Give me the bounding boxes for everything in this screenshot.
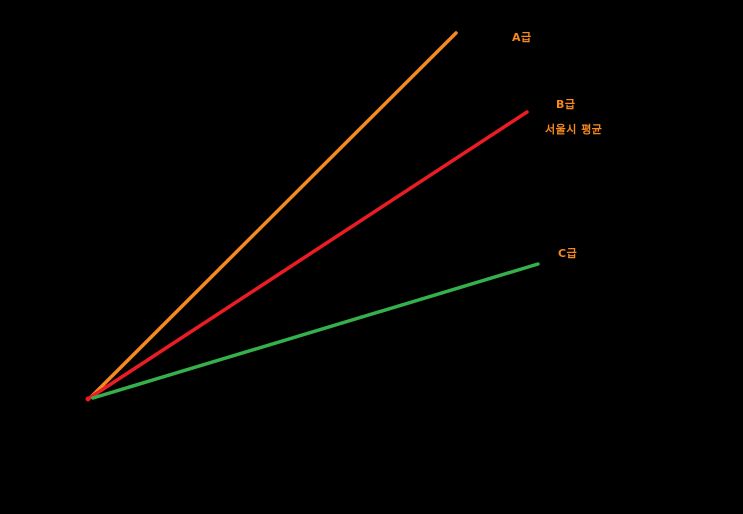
origin-marker	[85, 396, 91, 402]
label-grade-a: A급	[512, 31, 532, 44]
series-line-2	[86, 110, 529, 401]
label-grade-c: C급	[558, 247, 578, 260]
series-line-1	[89, 31, 458, 399]
series-line-3	[91, 262, 540, 400]
label-seoul-average: 서울시 평균	[545, 123, 603, 136]
label-grade-b: B급	[556, 98, 576, 111]
